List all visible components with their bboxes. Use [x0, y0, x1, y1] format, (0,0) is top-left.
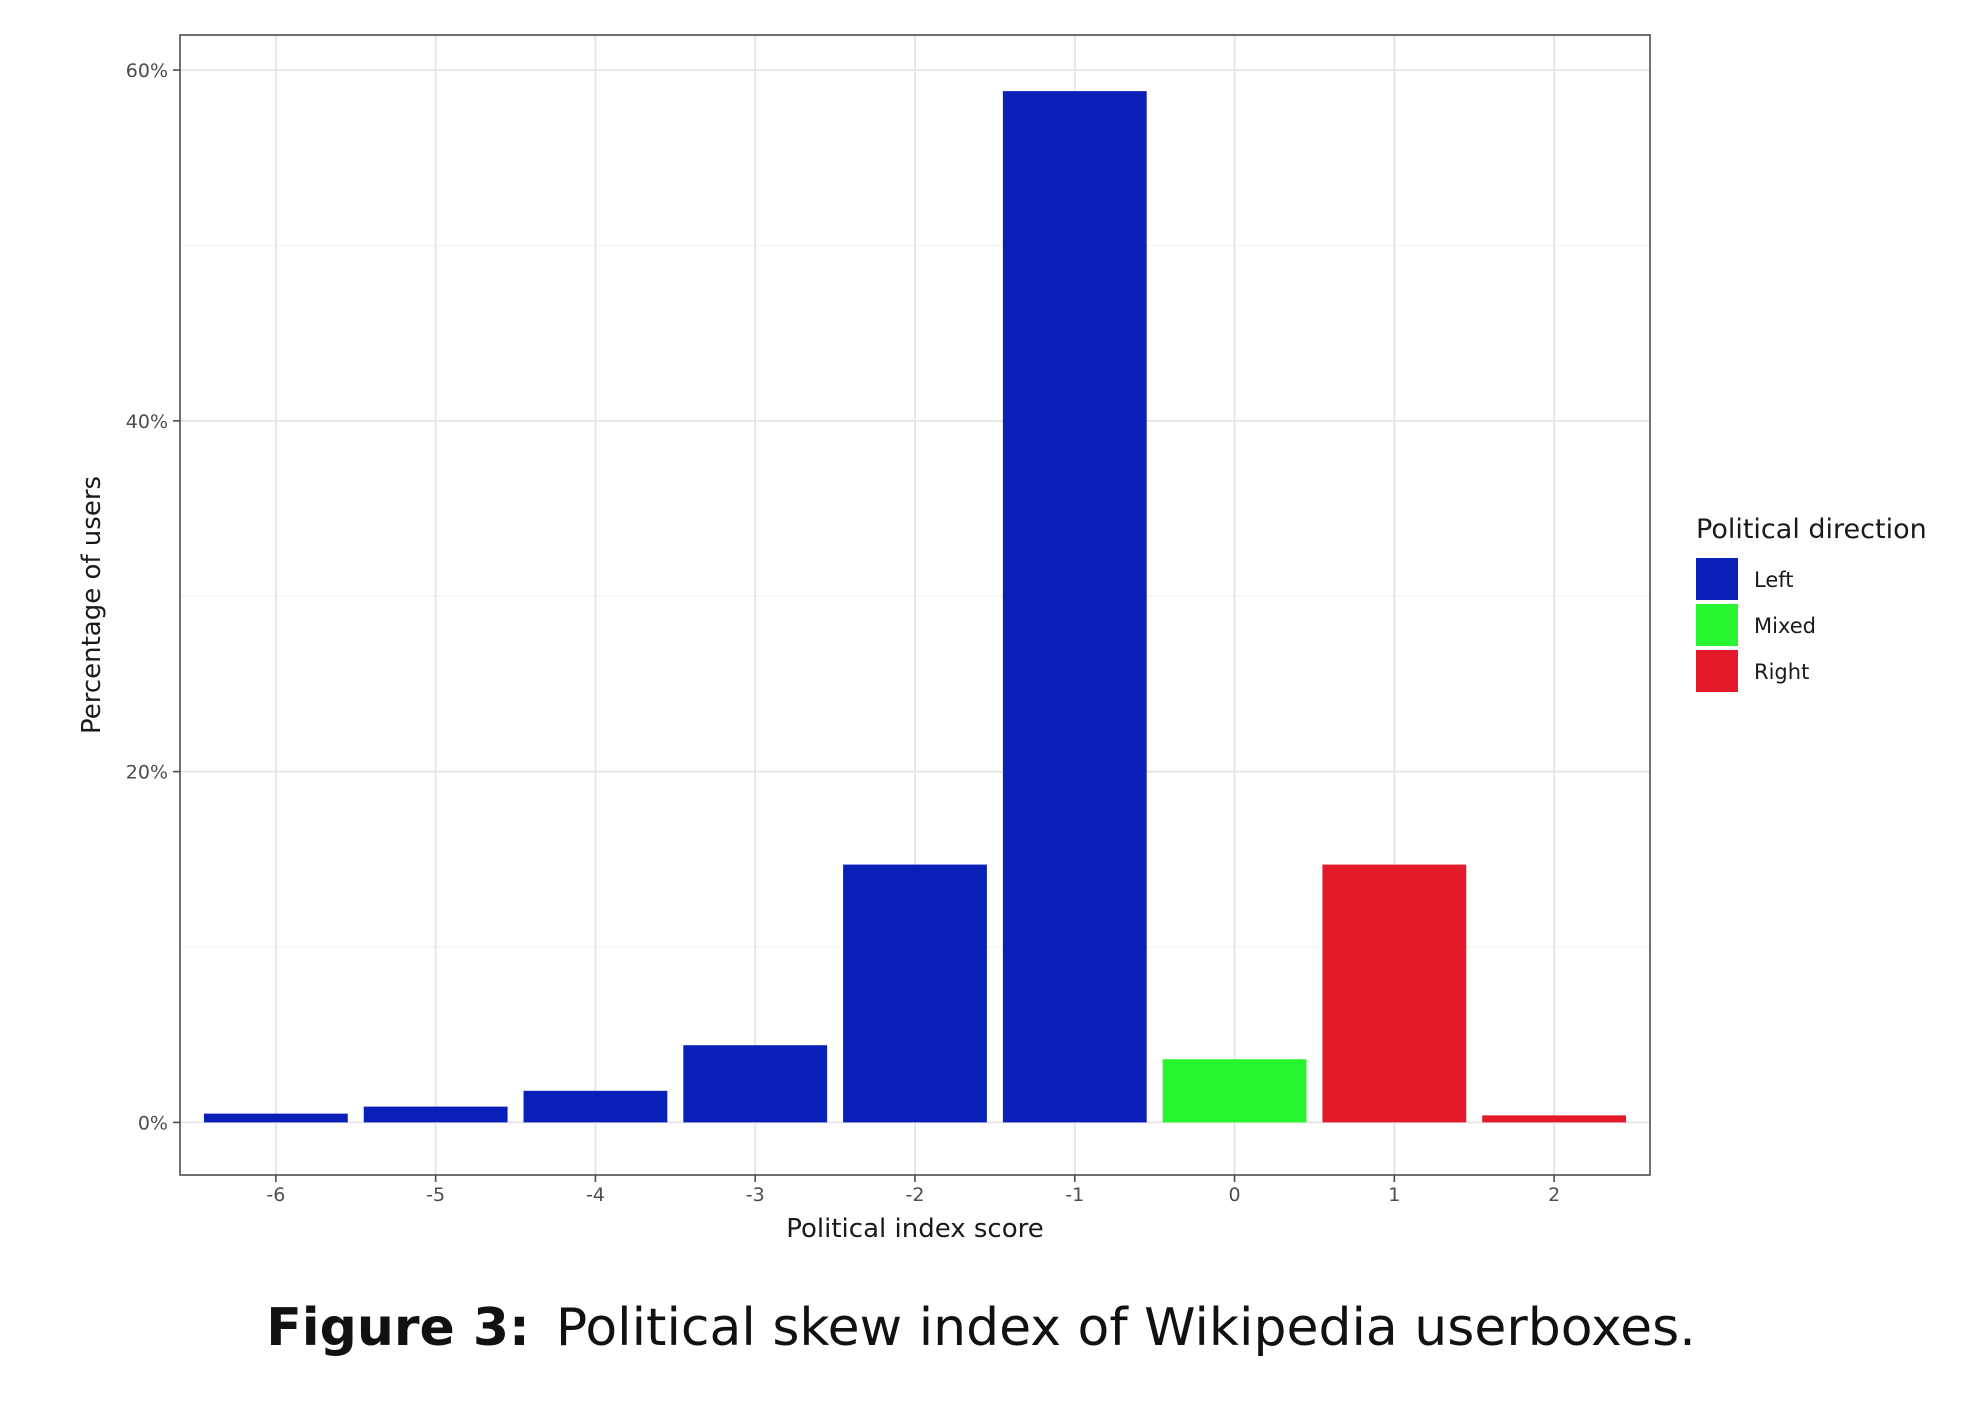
x-tick-label: 0	[1229, 1184, 1241, 1206]
legend-swatch-left	[1696, 558, 1738, 600]
grid-lines	[180, 35, 1650, 1175]
bars	[203, 91, 1627, 1123]
y-axis: 0% 20% 40% 60%	[126, 60, 180, 1134]
bar-1	[1322, 864, 1467, 1123]
bar--2	[843, 864, 987, 1123]
chart: 0% 20% 40% 60% -6 -5 -4 -3 -2 -1 0 1 2 Political in…	[77, 34, 1927, 1244]
bar--3	[683, 1045, 828, 1123]
y-tick-label: 0%	[138, 1112, 168, 1134]
bar-0	[1162, 1059, 1307, 1123]
legend-title: Political direction	[1696, 514, 1927, 545]
legend-label-left: Left	[1754, 568, 1794, 592]
figure-caption-label: Figure 3:	[266, 1298, 530, 1358]
legend-swatch-right	[1696, 650, 1738, 692]
legend-label-mixed: Mixed	[1754, 614, 1816, 638]
x-tick-label: -3	[746, 1184, 765, 1206]
bar--6	[203, 1113, 348, 1123]
y-axis-title: Percentage of users	[77, 476, 107, 734]
y-tick-label: 40%	[126, 411, 168, 433]
y-tick-label: 20%	[126, 762, 168, 784]
y-tick-label: 60%	[126, 60, 168, 82]
x-axis-title: Political index score	[786, 1214, 1044, 1244]
bar--1	[1002, 91, 1147, 1123]
x-tick-label: -4	[586, 1184, 605, 1206]
figure-caption: Figure 3: Political skew index of Wikiped…	[0, 1298, 1962, 1358]
legend-entries: Left Mixed Right	[1696, 558, 1816, 692]
legend-swatch-mixed	[1696, 604, 1738, 646]
x-tick-label: -6	[266, 1184, 285, 1206]
x-tick-label: -1	[1065, 1184, 1084, 1206]
legend: Political direction Left Mixed Right	[1696, 514, 1927, 692]
bar--4	[523, 1090, 668, 1123]
bar--5	[363, 1106, 508, 1123]
x-tick-label: 2	[1548, 1184, 1560, 1206]
x-tick-label: -5	[426, 1184, 445, 1206]
figure-caption-text: Political skew index of Wikipedia userbo…	[555, 1298, 1696, 1358]
bar-2	[1482, 1115, 1627, 1123]
legend-label-right: Right	[1754, 660, 1809, 684]
x-axis: -6 -5 -4 -3 -2 -1 0 1 2	[266, 1175, 1560, 1206]
x-tick-label: 1	[1388, 1184, 1400, 1206]
x-tick-label: -2	[906, 1184, 925, 1206]
